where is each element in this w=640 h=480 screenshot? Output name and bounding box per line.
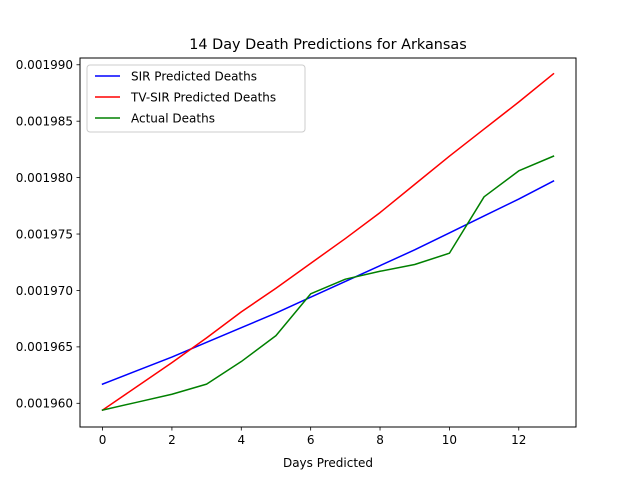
y-axis: 0.001960 0.001965 0.001970 0.001975 0.001980… [16, 58, 80, 411]
y-tick-label: 0.001990 [16, 58, 73, 72]
y-tick-label: 0.001985 [16, 114, 73, 128]
x-axis-label: Days Predicted [283, 456, 373, 470]
legend-box [86, 64, 306, 133]
x-tick-label: 10 [442, 433, 457, 447]
series-line-1 [101, 72, 555, 412]
legend: SIR Predicted Deaths TV-SIR Predicted Dea… [86, 64, 306, 133]
y-tick-label: 0.001965 [16, 340, 73, 354]
series-line-2 [101, 155, 555, 411]
y-tick-label: 0.001960 [16, 397, 73, 411]
x-axis: 0 2 4 6 8 10 12 [99, 427, 526, 447]
plot-lines [101, 72, 555, 412]
y-tick-label: 0.001970 [16, 284, 73, 298]
x-tick-label: 4 [237, 433, 245, 447]
x-tick-label: 6 [307, 433, 315, 447]
x-tick-label: 2 [168, 433, 176, 447]
y-tick-label: 0.001975 [16, 227, 73, 241]
legend-label: SIR Predicted Deaths [131, 69, 257, 83]
y-tick-label: 0.001980 [16, 171, 73, 185]
x-tick-label: 0 [99, 433, 107, 447]
x-tick-label: 12 [511, 433, 526, 447]
series-line-0 [101, 179, 555, 386]
x-tick-label: 8 [376, 433, 384, 447]
legend-label: Actual Deaths [131, 111, 215, 125]
chart-title: 14 Day Death Predictions for Arkansas [189, 37, 466, 53]
plot-frame [79, 57, 577, 428]
legend-label: TV-SIR Predicted Deaths [130, 90, 276, 104]
